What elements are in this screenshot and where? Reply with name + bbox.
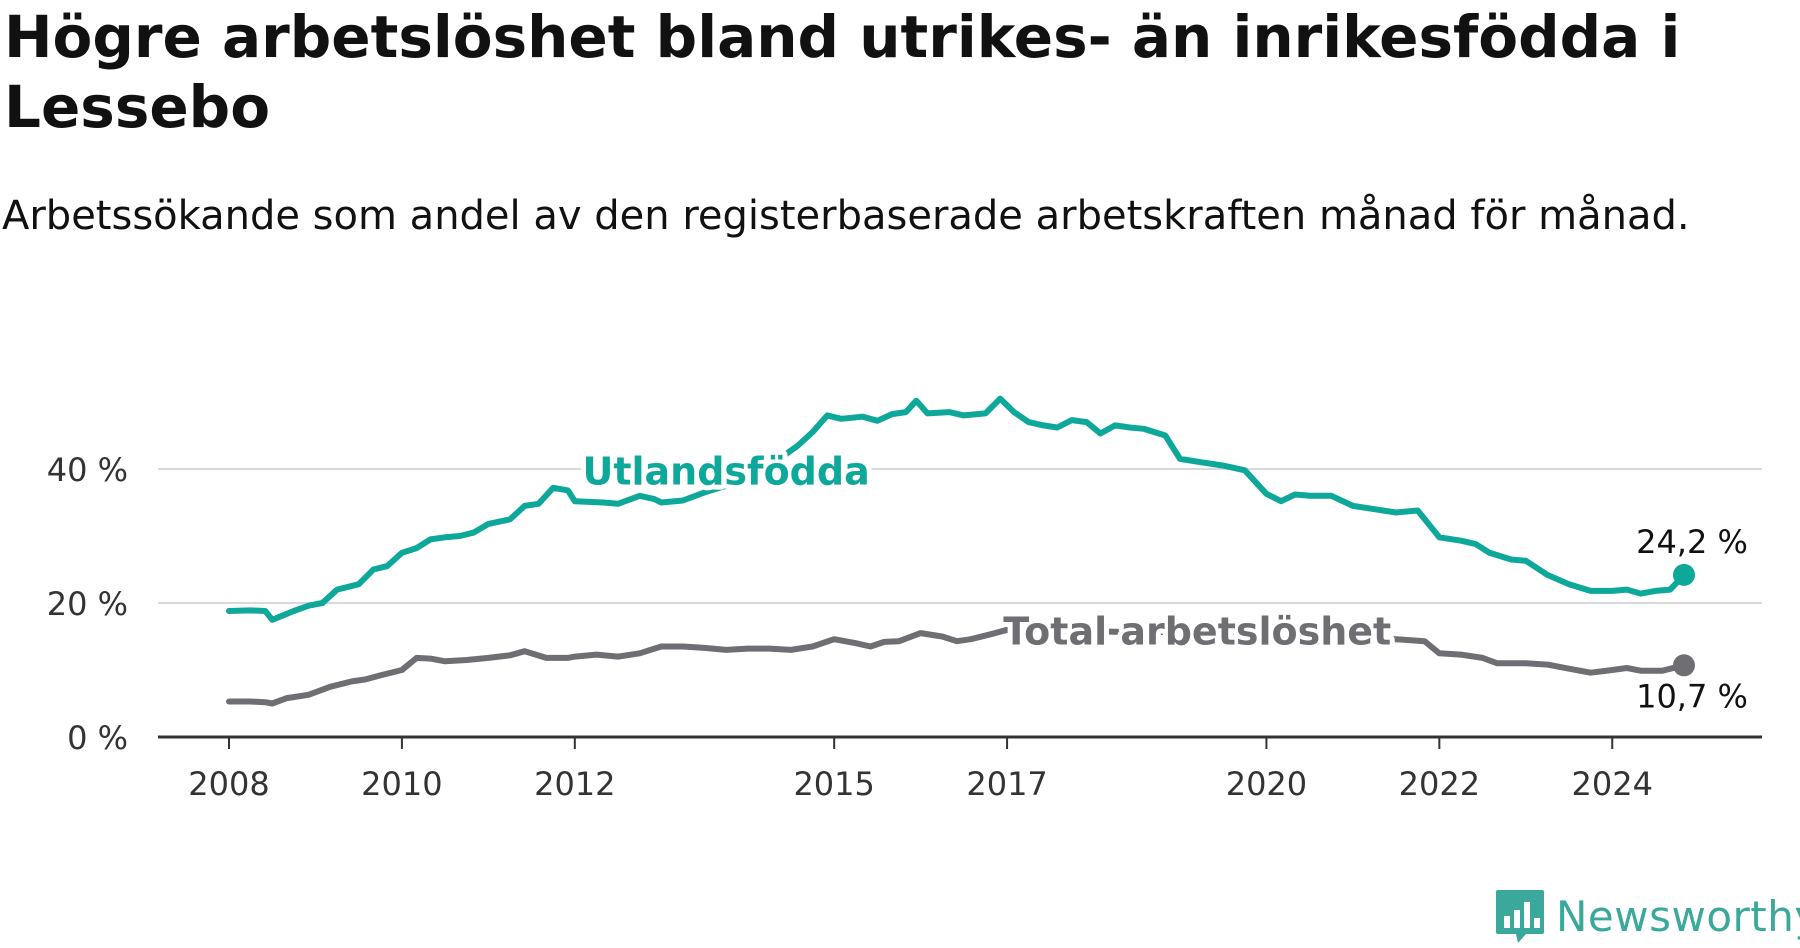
- series-line-total: [226, 626, 1687, 707]
- series-labels: 24,2 % 10,7 % Utlandsfödda Total arbetslösh…: [577, 444, 1748, 715]
- x-tick-label: 2017: [966, 765, 1047, 803]
- gridlines: [158, 468, 1762, 604]
- series-endpoint-total: [1673, 654, 1695, 677]
- brand-name: Newsworthy: [1556, 891, 1800, 941]
- x-tick-label: 2010: [361, 765, 442, 803]
- chart-title: Högre arbetslöshet bland utrikes- än inr…: [4, 3, 1681, 141]
- x-tick-label: 2008: [188, 765, 269, 803]
- series-lines: [226, 395, 1695, 707]
- series-name-label: Utlandsfödda: [582, 449, 869, 493]
- end-value-label-utlandsfodda: 24,2 %: [1636, 523, 1748, 561]
- bar-chart-icon: [1496, 890, 1544, 943]
- y-tick-label: 40 %: [47, 451, 128, 489]
- x-tick-label: 2012: [534, 765, 615, 803]
- end-value-label-total: 10,7 %: [1636, 677, 1748, 715]
- x-tick-label: 2020: [1226, 765, 1307, 803]
- chart-subtitle: Arbetssökande som andel av den registerb…: [2, 193, 1690, 239]
- x-tick-label: 2022: [1399, 765, 1480, 803]
- series-line-utlandsfodda: [226, 395, 1687, 623]
- x-tick-label: 2024: [1572, 765, 1653, 803]
- newsworthy-logo: Newsworthy: [1494, 888, 1800, 944]
- axes: 0 % 20 % 40 % 2008 2010 2012 2015 2017 2020 2022 2…: [47, 451, 1762, 803]
- series-name-label: Total arbetslöshet: [1003, 609, 1391, 653]
- x-tick-label: 2015: [793, 765, 874, 803]
- y-tick-label: 0 %: [67, 719, 128, 757]
- series-endpoint-utlandsfodda: [1673, 563, 1695, 586]
- y-tick-label: 20 %: [47, 585, 128, 623]
